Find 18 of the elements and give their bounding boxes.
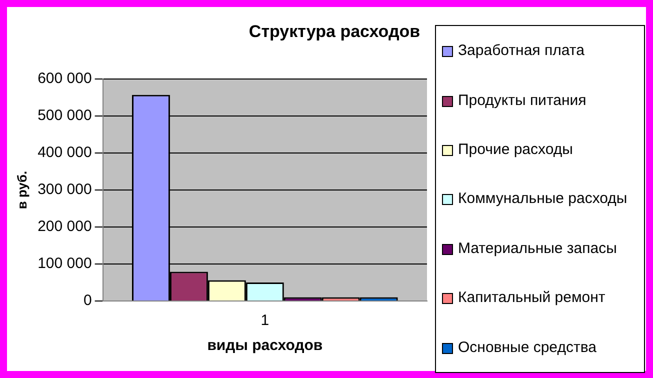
legend-label: Коммунальные расходы <box>458 190 628 208</box>
y-tick-label: 0 <box>83 292 92 310</box>
legend-label: Прочие расходы <box>458 141 573 158</box>
x-tick-label: 1 <box>260 312 270 330</box>
x-axis-title: виды расходов <box>207 337 323 354</box>
y-axis-title: в руб. <box>14 170 30 210</box>
legend-label: Капитальный ремонт <box>458 289 606 306</box>
y-tick-label: 200 000 <box>38 218 92 236</box>
y-tick-label: 600 000 <box>38 70 92 88</box>
y-tick-label: 500 000 <box>38 107 92 124</box>
y-tick-label: 300 000 <box>38 181 92 198</box>
legend-label: Основные средства <box>458 338 596 356</box>
y-tick-label: 100 000 <box>38 255 92 272</box>
chart-title: Структура расходов <box>248 22 422 42</box>
legend-label: Заработная плата <box>458 42 584 60</box>
legend-label: Материальные запасы <box>458 240 617 257</box>
y-tick-label: 400 000 <box>38 144 92 162</box>
legend-label: Продукты питания <box>458 92 586 109</box>
